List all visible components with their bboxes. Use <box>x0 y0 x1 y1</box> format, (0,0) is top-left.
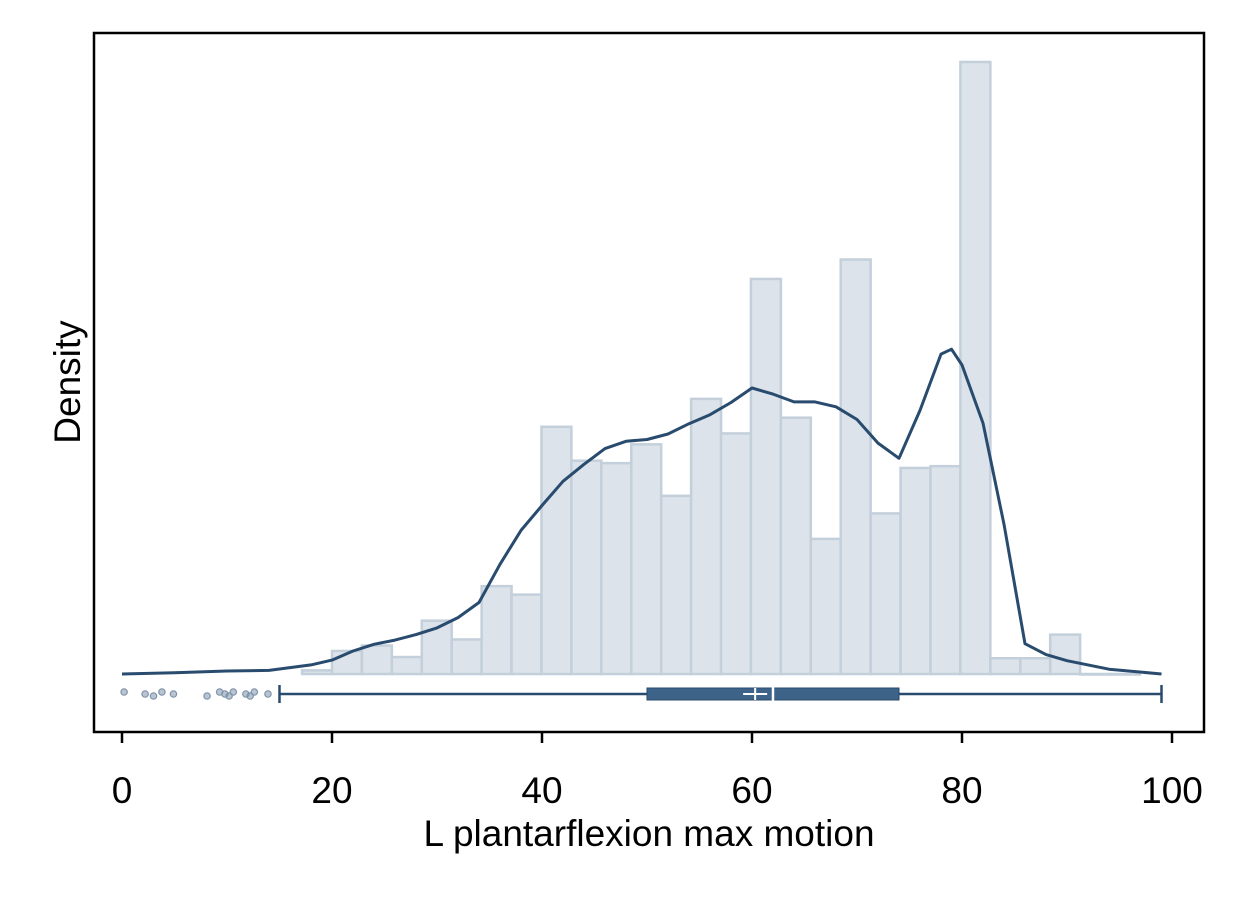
histogram-bar <box>929 464 962 676</box>
histogram-bar <box>300 669 334 676</box>
outlier-point <box>141 690 149 698</box>
x-tick-label: 40 <box>521 770 562 811</box>
density-curve <box>121 347 1162 676</box>
histogram-bar <box>630 443 663 676</box>
outlier-point <box>203 692 211 700</box>
histogram-bar <box>390 655 424 676</box>
x-axis-title: L plantarflexion max motion <box>423 813 874 854</box>
histogram-bar <box>989 656 1022 676</box>
histogram-bar <box>510 593 543 676</box>
outlier-point <box>229 688 238 696</box>
outlier-point <box>264 690 272 698</box>
histogram-bar <box>1048 633 1082 676</box>
histogram-bar <box>749 277 783 676</box>
histogram-bar <box>450 638 483 676</box>
histogram-bar <box>420 619 453 676</box>
density-curve-group <box>121 347 1162 676</box>
outlier-point <box>158 688 166 696</box>
histogram-bar <box>809 537 842 676</box>
outlier-point <box>149 692 158 700</box>
histogram-bar <box>779 416 813 676</box>
outlier-point <box>169 690 178 698</box>
x-tick-label: 100 <box>1141 770 1203 811</box>
x-tick-label: 60 <box>731 770 772 811</box>
histogram-bar <box>959 60 992 676</box>
histogram-bar <box>1078 672 1112 676</box>
x-tick-label: 20 <box>311 770 352 811</box>
histogram-bar <box>360 644 394 676</box>
outlier-point <box>250 688 259 696</box>
x-tick-label: 0 <box>112 770 133 811</box>
histogram-bar <box>839 258 872 676</box>
histogram-bar <box>1019 656 1052 676</box>
histogram-bar <box>1108 672 1142 676</box>
box-plot <box>278 685 1163 703</box>
histogram-bar <box>480 584 513 676</box>
outlier-points <box>120 688 272 700</box>
histogram-bar <box>869 512 902 676</box>
x-tick-label: 80 <box>941 770 982 811</box>
outlier-point <box>120 688 128 696</box>
y-axis-title: Density <box>47 320 88 444</box>
histogram-bar <box>540 425 573 676</box>
histogram-bar <box>570 459 603 676</box>
histogram-bar <box>659 494 693 676</box>
histogram-bar <box>899 466 932 676</box>
histogram-bar <box>689 397 723 676</box>
histogram-bar <box>600 461 633 676</box>
histogram-bar <box>719 432 753 676</box>
histogram-bars <box>300 60 1142 676</box>
x-axis: 0 20 40 60 80 100 <box>112 732 1203 811</box>
